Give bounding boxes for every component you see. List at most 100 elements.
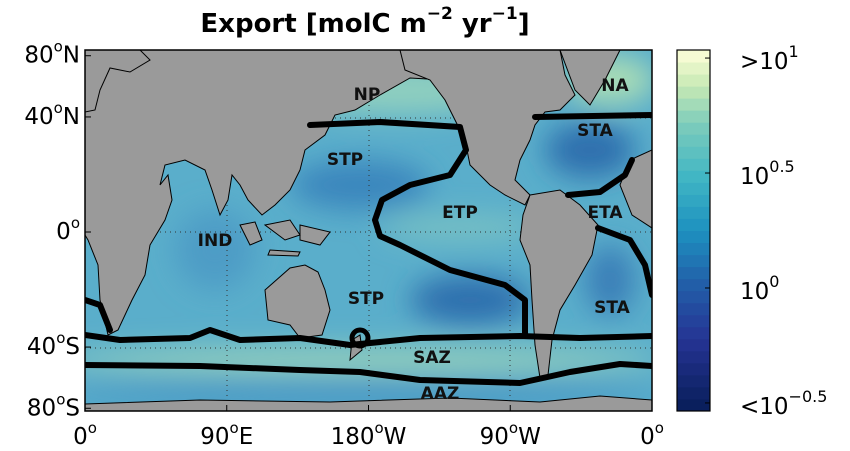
tick-base: 180 xyxy=(331,424,375,450)
tick-label: 90oE xyxy=(200,419,253,450)
tick-sup: 1 xyxy=(789,42,799,61)
tick-suffix: E xyxy=(239,424,254,450)
colorbar-step xyxy=(677,386,710,400)
colorbar-step xyxy=(677,302,710,316)
region-boundary xyxy=(85,297,113,333)
tick-sup: o xyxy=(374,419,383,437)
region-boundary xyxy=(532,112,652,120)
colorbar-step xyxy=(677,122,710,135)
region-label: STA xyxy=(577,121,614,141)
tick-base: 10 xyxy=(740,278,769,304)
region-boundary xyxy=(85,327,652,348)
tick-label: 0o xyxy=(56,214,80,245)
tick-sup: o xyxy=(56,390,65,408)
region-boundary xyxy=(85,361,652,386)
map: NP NA STA STP ETP ETA IND STP STA SAZ AA… xyxy=(85,50,652,411)
tick-sup: o xyxy=(56,329,65,347)
colorbar-step xyxy=(677,398,710,412)
land xyxy=(85,50,561,336)
colorbar-step xyxy=(677,62,710,75)
tick-suffix: W xyxy=(384,424,407,450)
tick-sup: −0.5 xyxy=(789,386,828,405)
colorbar-step xyxy=(677,362,710,376)
tick-suffix: S xyxy=(65,334,80,360)
title-sup: −1 xyxy=(492,4,518,24)
land xyxy=(85,50,151,113)
tick-label: 0o xyxy=(73,419,97,450)
tick-base: 90 xyxy=(480,424,509,450)
tick-sup: o xyxy=(88,419,97,437)
land xyxy=(559,50,621,106)
colorbar-step xyxy=(677,254,710,268)
tick-sup: o xyxy=(71,214,80,232)
land xyxy=(239,219,331,257)
tick-base: <10 xyxy=(740,393,789,419)
tick-label: 80oS xyxy=(27,390,80,421)
land xyxy=(264,264,331,339)
tick-base: >10 xyxy=(740,49,789,75)
colorbar-step xyxy=(677,266,710,280)
tick-base: 10 xyxy=(740,164,769,190)
colorbar-step xyxy=(677,230,710,244)
region-boundary xyxy=(307,119,528,338)
tick-label: 80oN xyxy=(24,37,80,68)
colorbar-step xyxy=(677,170,710,183)
colorbar-step xyxy=(677,218,710,231)
colorbar-step xyxy=(677,206,710,219)
land xyxy=(519,189,599,379)
tick-suffix: S xyxy=(65,395,80,421)
tick-sup: o xyxy=(54,98,63,116)
region-label: STA xyxy=(594,298,631,318)
region-boundary xyxy=(349,327,371,349)
title-text: Export [molC m xyxy=(200,9,426,39)
region-label: STP xyxy=(348,289,384,309)
tick-base: 0 xyxy=(73,424,88,450)
colorbar-step xyxy=(677,182,710,195)
colorbar-step xyxy=(677,98,710,111)
colorbar-step xyxy=(677,50,710,63)
colorbar-step xyxy=(677,374,710,388)
tick-suffix: N xyxy=(63,103,80,129)
tick-sup: o xyxy=(230,419,239,437)
region-label: STP xyxy=(327,150,363,170)
tick-base: 0 xyxy=(56,219,71,245)
colorbar-tick-label: >101 xyxy=(740,42,799,75)
tick-base: 40 xyxy=(27,334,56,360)
colorbar-step xyxy=(677,110,710,123)
colorbar-frame xyxy=(676,49,711,412)
region-label: ETA xyxy=(587,203,623,223)
tick-label: 0o xyxy=(640,419,664,450)
tick-suffix: N xyxy=(63,42,80,68)
colorbar-step xyxy=(677,338,710,352)
region-boundary xyxy=(565,157,635,198)
tick-label: 40oS xyxy=(27,329,80,360)
colorbar-step xyxy=(677,74,710,87)
region-label: IND xyxy=(198,231,233,251)
colorbar-step xyxy=(677,146,710,159)
region-label: NP xyxy=(354,85,381,105)
tick-base: 80 xyxy=(27,395,56,421)
tick-suffix: W xyxy=(518,424,541,450)
colorbar-step xyxy=(677,158,710,171)
title-text: yr xyxy=(453,9,492,39)
colorbar-step xyxy=(677,86,710,99)
title-sup: −2 xyxy=(427,4,453,24)
tick-sup: o xyxy=(54,37,63,55)
colorbar-tick-label: <10−0.5 xyxy=(740,386,827,419)
colorbar-step xyxy=(677,278,710,292)
tick-sup: 0 xyxy=(769,271,779,290)
colorbar-step xyxy=(677,290,710,304)
tick-sup: o xyxy=(509,419,518,437)
tick-sup: o xyxy=(655,419,664,437)
title: Export [molC m−2 yr−1] xyxy=(200,4,529,39)
region-label: ETP xyxy=(442,203,478,223)
tick-base: 0 xyxy=(640,424,655,450)
tick-label: 90oW xyxy=(480,419,541,450)
region-label: AAZ xyxy=(421,384,460,404)
tick-base: 90 xyxy=(200,424,229,450)
region-label: SAZ xyxy=(413,348,451,368)
region-label: NA xyxy=(601,76,629,96)
